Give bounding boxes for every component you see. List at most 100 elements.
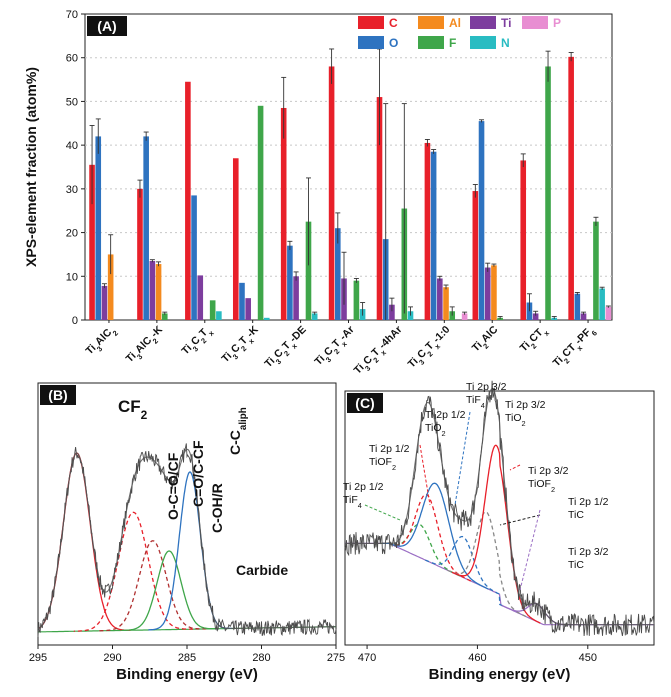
bar-ti — [532, 313, 539, 320]
annotation-arrow — [364, 504, 401, 521]
panel-c: 470 460 450 Binding energy (eV) (C) Ti 2p 3/2… — [343, 380, 655, 683]
x-tick-label: 275 — [327, 652, 345, 664]
bar-n — [311, 313, 318, 320]
y-tick-label: 0 — [72, 315, 78, 327]
fit-peak — [382, 493, 472, 582]
annotation-ti-2p32-tif4: TiF4 — [466, 394, 485, 410]
category-label: Ti3C2Tx-K — [219, 323, 263, 367]
bar-p — [461, 313, 468, 320]
bar-f — [353, 280, 360, 320]
bar-ti — [389, 304, 395, 320]
panel-label-bg-a — [87, 16, 127, 36]
annotation-arrow — [454, 411, 471, 506]
plot-frame-a — [84, 13, 613, 321]
bar-c — [520, 160, 527, 320]
y-axis-label: XPS-element fraction (atom%) — [23, 67, 39, 267]
bar-o — [574, 293, 581, 320]
x-tick-label: 290 — [103, 652, 121, 664]
bar-n — [263, 317, 270, 320]
fit-peak — [73, 511, 193, 632]
y-tick-label: 70 — [66, 9, 78, 21]
category-label: Ti3AlC2-K — [124, 323, 168, 367]
panel-label: (B) — [48, 387, 67, 403]
bar-c — [472, 191, 479, 320]
raw-spectrum — [344, 380, 655, 637]
category-label: Ti3AlC2 — [84, 324, 120, 360]
annotation-ti-2p12-tio2: Ti 2p 1/2 — [425, 409, 466, 421]
bar-o — [191, 195, 197, 320]
bar-o — [335, 228, 341, 320]
bar-n — [599, 288, 605, 320]
category-label: Ti3C2Tx-4hAr — [352, 324, 407, 379]
annotation-ti-2p32-tif4: Ti 2p 3/2 — [466, 381, 507, 393]
bar-al — [443, 287, 449, 320]
y-tick-label: 30 — [66, 184, 78, 196]
bar-al — [491, 265, 497, 320]
bar-c — [568, 56, 574, 321]
bar-f — [545, 66, 551, 320]
panel-b: 295 290 285 280 275 Binding energy (eV) (B) CF2… — [29, 382, 345, 683]
fit-peak — [380, 523, 461, 577]
bar-o — [95, 136, 102, 320]
panel-label-bg — [347, 393, 383, 413]
legend-label-o: O — [389, 36, 398, 50]
annotation-ti-2p32-tiof2: TiOF2 — [528, 478, 555, 494]
panel-a: 0 10 20 30 40 50 60 70 XPS-element fraction (ato… — [23, 9, 613, 379]
bar-ti — [245, 298, 251, 320]
annotation-ti-2p12-tif4: Ti 2p 1/2 — [343, 481, 384, 493]
panel-label-a: (A) — [97, 18, 116, 34]
bar-o — [143, 136, 149, 320]
legend-label-n: N — [501, 36, 510, 50]
bar-f — [257, 105, 264, 320]
y-tick-label: 20 — [66, 228, 78, 240]
annotation-arrow — [499, 514, 541, 526]
bar-c — [232, 158, 239, 320]
bar-c — [424, 142, 431, 320]
annotation-ti-2p32-tiof2: Ti 2p 3/2 — [528, 465, 569, 477]
legend-label-f: F — [449, 36, 456, 50]
peak-label-cocf: C=O/C-CF — [190, 440, 206, 507]
x-tick-label: 295 — [29, 652, 47, 664]
legend-swatch-c — [358, 16, 384, 29]
bar-ti — [484, 267, 491, 320]
bar-ti — [293, 276, 299, 320]
legend-swatch-ti — [470, 16, 496, 29]
annotation-ti-2p12-tic: TiC — [568, 509, 584, 521]
annotation-arrow — [519, 509, 541, 591]
peak-label-ococf: O-C=O/CF — [165, 452, 181, 520]
annotation-ti-2p12-tiof2: TiOF2 — [369, 456, 396, 472]
annotation-ti-2p12-tiof2: Ti 2p 1/2 — [369, 443, 410, 455]
annotation-arrow — [419, 444, 431, 506]
bar-p — [605, 306, 612, 320]
category-label: Ti2CTx — [518, 323, 552, 357]
category-label: Ti3C2Tx-Ar — [312, 324, 359, 371]
legend: CO Ti Al F N P — [358, 16, 561, 50]
fit-peak — [451, 444, 541, 624]
y-tick-label: 50 — [66, 96, 78, 108]
annotation-ti-2p32-tio2: TiO2 — [505, 412, 526, 428]
x-tick-label: 450 — [579, 652, 597, 664]
legend-swatch-p — [522, 16, 548, 29]
legend-swatch-f — [418, 36, 444, 49]
category-label: Ti3C2Tx-DE — [262, 324, 311, 373]
bar-c — [280, 107, 287, 320]
bar-ti — [197, 275, 204, 320]
bar-ti — [580, 313, 587, 320]
bar-f — [209, 300, 216, 320]
legend-swatch-n — [470, 36, 496, 49]
y-tick-label: 10 — [66, 271, 78, 283]
bar-al — [155, 264, 162, 320]
annotation-ti-2p12-tic: Ti 2p 1/2 — [568, 496, 609, 508]
fit-peak — [121, 550, 217, 632]
legend-swatch-o — [358, 36, 384, 49]
bar-o — [239, 282, 245, 320]
x-axis-label: Binding energy (eV) — [116, 666, 258, 683]
x-axis-label: Binding energy (eV) — [429, 666, 571, 683]
fit-peak — [446, 511, 527, 618]
x-tick-label: 460 — [468, 652, 486, 664]
peak-label-cc: C-Caliph — [227, 407, 249, 455]
legend-label-al: Al — [449, 16, 461, 30]
peak-label-cf2: CF2 — [118, 397, 148, 422]
